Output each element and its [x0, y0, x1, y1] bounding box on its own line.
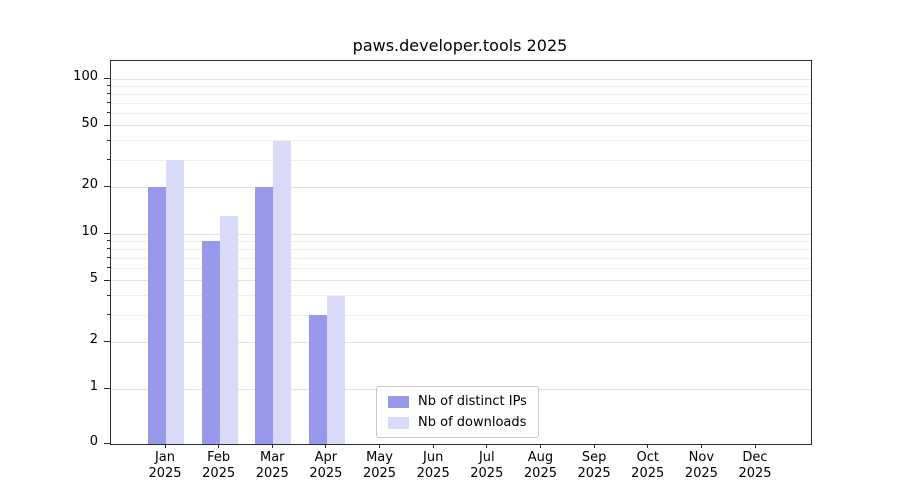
y-gridline-minor	[111, 140, 811, 142]
y-gridline-minor	[111, 295, 811, 297]
legend-label-downloads: Nb of downloads	[418, 415, 527, 430]
y-tick-label: 0	[89, 434, 98, 449]
x-tick-month: Sep	[581, 450, 607, 465]
y-tick-label: 50	[81, 115, 98, 131]
chart-title: paws.developer.tools 2025	[352, 36, 568, 55]
x-tick-year: 2025	[470, 466, 504, 482]
bar-distinct-ips	[255, 187, 274, 444]
bar-distinct-ips	[308, 315, 327, 444]
bar-downloads	[219, 216, 238, 444]
y-gridline-minor	[111, 240, 811, 242]
y-tick-label: 100	[73, 69, 98, 84]
x-tick-label: Feb 2025	[187, 450, 251, 483]
y-tick-label: 5	[89, 270, 98, 286]
legend-swatch-downloads	[388, 416, 409, 429]
x-tick-month: Mar	[260, 450, 285, 465]
x-tick-month: Jul	[478, 450, 495, 465]
y-tick-label: 2	[89, 332, 98, 348]
y-gridline	[111, 280, 811, 282]
x-tick-label: Mar 2025	[240, 450, 304, 483]
x-tick-year: 2025	[255, 466, 289, 482]
legend: Nb of distinct IPs Nb of downloads	[376, 386, 539, 438]
y-gridline	[111, 233, 811, 235]
x-tick-month: Dec	[742, 450, 768, 465]
x-tick-label: Oct 2025	[616, 450, 680, 483]
legend-entry-downloads: Nb of downloads	[388, 415, 527, 430]
x-tick-month: Jan	[154, 450, 176, 465]
y-tick-label: 1	[89, 379, 98, 394]
x-tick-label: Jul 2025	[455, 450, 519, 483]
y-tick-label: 20	[81, 177, 98, 193]
y-gridline-minor	[111, 159, 811, 161]
x-tick-label: Jan 2025	[133, 450, 197, 483]
x-tick-year: 2025	[309, 466, 343, 482]
x-tick-label: Apr 2025	[294, 450, 358, 483]
x-tick-month: Oct	[636, 450, 659, 465]
y-gridline-minor	[111, 314, 811, 316]
x-tick-year: 2025	[631, 466, 665, 482]
bar-distinct-ips	[201, 241, 220, 444]
x-tick-label: Dec 2025	[723, 450, 787, 483]
legend-label-distinct-ips: Nb of distinct IPs	[418, 394, 527, 409]
x-tick-year: 2025	[577, 466, 611, 482]
x-tick-year: 2025	[148, 466, 182, 482]
x-tick-label: Sep 2025	[562, 450, 626, 483]
bar-distinct-ips	[148, 187, 166, 444]
x-tick-label: May 2025	[348, 450, 412, 483]
legend-entry-distinct-ips: Nb of distinct IPs	[388, 394, 527, 409]
bar-downloads	[166, 160, 184, 444]
y-gridline	[111, 125, 811, 127]
legend-swatch-distinct-ips	[388, 395, 409, 408]
bar-downloads	[273, 140, 292, 444]
x-tick-label: Aug 2025	[508, 450, 572, 483]
x-tick-year: 2025	[202, 466, 236, 482]
x-tick-month: May	[366, 450, 393, 465]
x-tick-year: 2025	[738, 466, 772, 482]
x-tick-month: Aug	[527, 450, 554, 465]
x-tick-year: 2025	[684, 466, 718, 482]
x-tick-month: Jun	[423, 450, 444, 465]
y-gridline-minor	[111, 85, 811, 87]
y-gridline	[111, 341, 811, 343]
x-tick-year: 2025	[362, 466, 397, 482]
x-tick-year: 2025	[523, 466, 557, 482]
y-gridline-minor	[111, 248, 811, 250]
x-tick-month: Apr	[314, 450, 338, 465]
plot-area: Nb of distinct IPs Nb of downloads	[110, 60, 812, 445]
y-gridline-minor	[111, 112, 811, 114]
y-gridline	[111, 78, 811, 80]
y-gridline-minor	[111, 93, 811, 95]
y-gridline-minor	[111, 257, 811, 259]
bar-downloads	[326, 295, 345, 444]
y-gridline	[111, 186, 811, 188]
y-gridline-minor	[111, 102, 811, 104]
y-tick-label: 10	[81, 224, 98, 239]
x-tick-month: Feb	[207, 450, 231, 465]
x-tick-year: 2025	[416, 466, 450, 482]
x-tick-label: Jun 2025	[401, 450, 465, 483]
x-tick-month: Nov	[688, 450, 715, 465]
x-tick-label: Nov 2025	[669, 450, 733, 483]
y-gridline-minor	[111, 267, 811, 269]
